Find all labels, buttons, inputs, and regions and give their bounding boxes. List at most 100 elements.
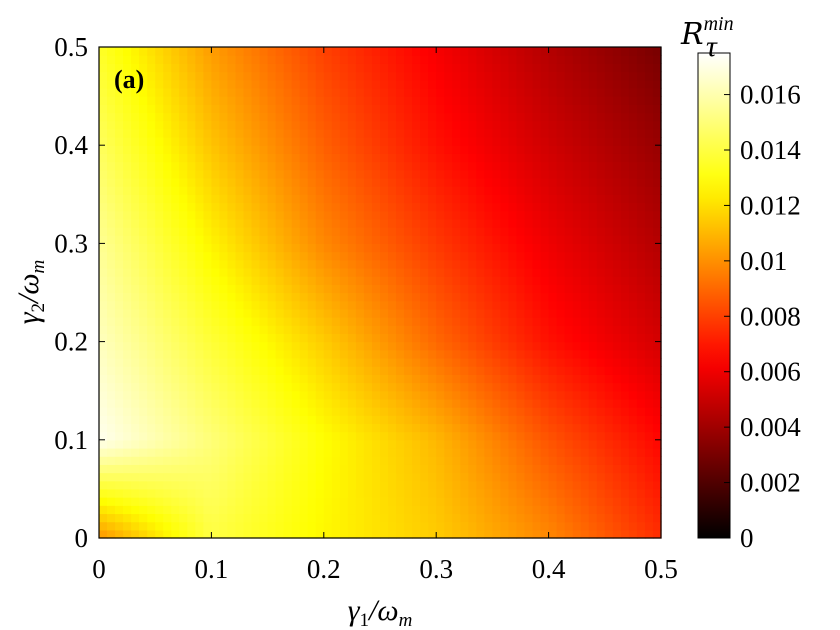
heatmap-cell — [339, 284, 349, 294]
heatmap-cell — [131, 480, 140, 490]
heatmap-cell — [331, 431, 341, 441]
heatmap-cell — [99, 251, 108, 261]
heatmap-cell — [139, 480, 148, 490]
heatmap-cell — [404, 284, 413, 294]
heatmap-cell — [227, 112, 237, 122]
heatmap-cell — [251, 267, 261, 277]
heatmap-cell — [540, 137, 550, 146]
heatmap-cell — [460, 210, 469, 220]
heatmap-cell — [652, 333, 662, 343]
heatmap-cell — [123, 529, 132, 539]
heatmap-cell — [596, 128, 606, 138]
heatmap-cell — [339, 317, 349, 326]
heatmap-cell — [492, 357, 502, 367]
heatmap-cell — [355, 333, 365, 343]
heatmap-cell — [524, 169, 534, 179]
heatmap-cell — [363, 529, 373, 539]
heatmap-cell — [524, 235, 534, 244]
heatmap-cell — [171, 456, 180, 465]
heatmap-cell — [396, 366, 405, 375]
heatmap-cell — [123, 439, 132, 449]
heatmap-cell — [412, 390, 421, 400]
heatmap-cell — [163, 456, 172, 465]
heatmap-cell — [452, 47, 461, 56]
heatmap-cell — [380, 120, 389, 130]
heatmap-cell — [235, 145, 245, 154]
heatmap-cell — [339, 390, 349, 400]
heatmap-cell — [588, 423, 598, 433]
heatmap-cell — [604, 382, 614, 392]
heatmap-cell — [203, 349, 212, 359]
heatmap-cell — [243, 423, 253, 433]
heatmap-cell — [243, 456, 253, 465]
heatmap-cell — [388, 153, 397, 163]
heatmap-cell — [275, 349, 285, 359]
heatmap-cell — [412, 472, 421, 482]
heatmap-cell — [195, 439, 204, 449]
heatmap-cell — [572, 423, 582, 433]
heatmap-cell — [131, 47, 140, 56]
heatmap-cell — [396, 333, 405, 343]
heatmap-cell — [580, 439, 590, 449]
heatmap-cell — [291, 333, 301, 343]
heatmap-cell — [187, 284, 196, 294]
heatmap-cell — [195, 194, 204, 204]
heatmap-cell — [444, 423, 453, 433]
heatmap-cell — [315, 243, 325, 253]
heatmap-cell — [548, 177, 558, 187]
heatmap-cell — [203, 194, 212, 204]
heatmap-cell — [107, 341, 116, 351]
heatmap-cell — [612, 488, 622, 498]
heatmap-cell — [347, 423, 357, 433]
heatmap-cell — [548, 235, 558, 244]
heatmap-cell — [99, 480, 108, 490]
heatmap-cell — [339, 71, 349, 81]
heatmap-cell — [267, 153, 277, 163]
heatmap-cell — [420, 169, 429, 179]
heatmap-cell — [347, 374, 357, 384]
heatmap-cell — [371, 194, 381, 204]
heatmap-cell — [572, 497, 582, 506]
heatmap-cell — [251, 276, 261, 285]
heatmap-cell — [412, 488, 421, 498]
heatmap-cell — [211, 472, 221, 482]
heatmap-cell — [331, 447, 341, 457]
heatmap-cell — [604, 218, 614, 228]
heatmap-cell — [396, 439, 405, 449]
heatmap-cell — [187, 341, 196, 351]
heatmap-cell — [227, 128, 237, 138]
heatmap-cell — [355, 63, 365, 73]
heatmap-cell — [612, 128, 622, 138]
heatmap-cell — [107, 227, 116, 236]
heatmap-cell — [331, 472, 341, 482]
heatmap-cell — [275, 374, 285, 384]
heatmap-cell — [323, 366, 333, 375]
heatmap-cell — [580, 341, 590, 351]
heatmap-cell — [620, 374, 630, 384]
heatmap-cell — [227, 505, 237, 515]
heatmap-cell — [131, 161, 140, 171]
heatmap-cell — [371, 308, 381, 318]
heatmap-cell — [347, 96, 357, 105]
heatmap-cell — [291, 349, 301, 359]
heatmap-cell — [275, 87, 285, 97]
heatmap-cell — [652, 341, 662, 351]
heatmap-cell — [347, 227, 357, 236]
heatmap-cell — [580, 259, 590, 269]
heatmap-cell — [123, 390, 132, 400]
heatmap-cell — [331, 63, 341, 73]
heatmap-cell — [155, 480, 164, 490]
heatmap-cell — [235, 374, 245, 384]
heatmap-cell — [556, 382, 566, 392]
heatmap-cell — [243, 210, 253, 220]
heatmap-cell — [307, 227, 317, 236]
heatmap-cell — [363, 366, 373, 375]
heatmap-cell — [636, 186, 646, 195]
heatmap-cell — [323, 439, 333, 449]
heatmap-cell — [195, 333, 204, 343]
heatmap-cell — [339, 357, 349, 367]
heatmap-cell — [516, 128, 526, 138]
heatmap-cell — [588, 325, 598, 335]
heatmap-cell — [572, 308, 582, 318]
heatmap-cell — [187, 63, 196, 73]
